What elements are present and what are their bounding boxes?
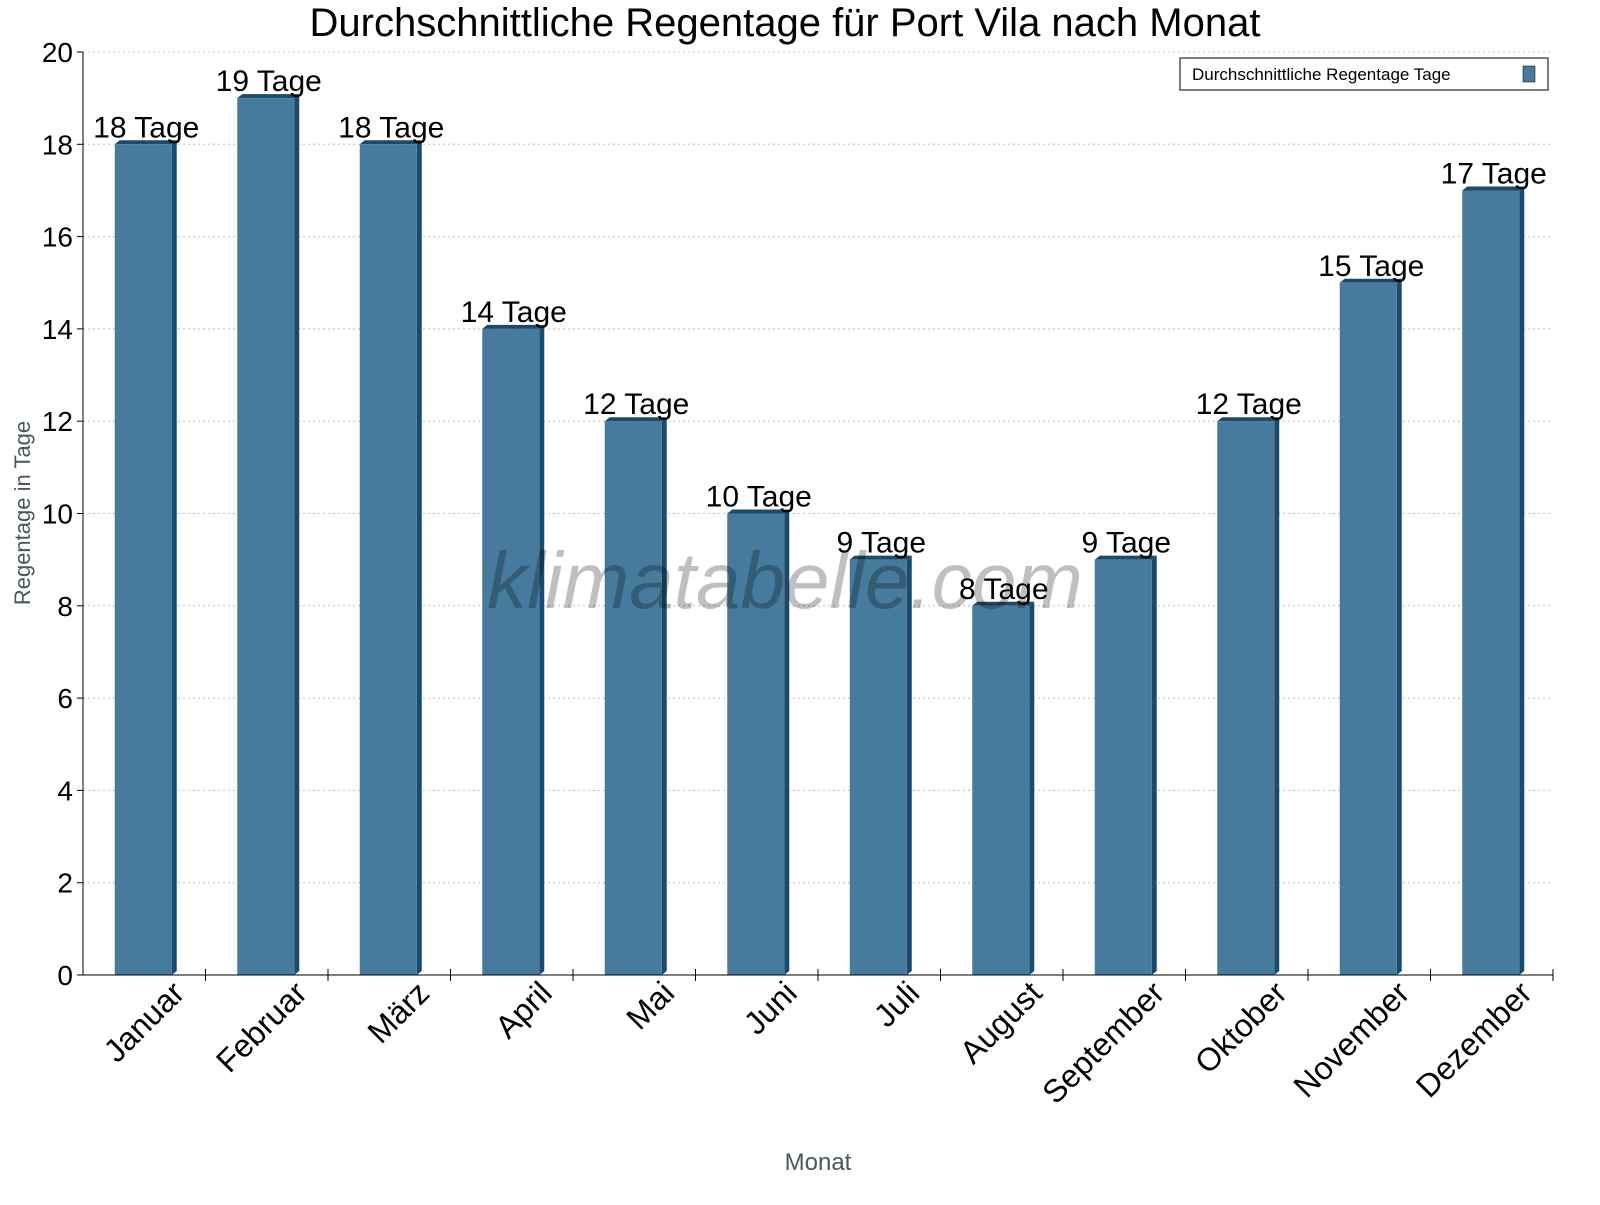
bar-top: [604, 417, 667, 422]
x-tick-label: August: [953, 974, 1049, 1070]
bar-side: [294, 94, 300, 975]
y-tick-label: 14: [42, 314, 73, 345]
bar: [359, 144, 417, 976]
bar-top: [482, 324, 545, 329]
legend-swatch: [1522, 65, 1536, 83]
bar-top: [972, 601, 1035, 606]
bar-top: [1462, 186, 1525, 191]
bar-top: [359, 140, 422, 145]
bar: [1339, 282, 1397, 975]
x-axis-label: Monat: [785, 1149, 852, 1176]
legend-box: [1179, 57, 1549, 91]
bar-side: [784, 509, 790, 975]
value-label: 8 Tage: [959, 573, 1049, 606]
y-tick-label: 20: [42, 37, 73, 68]
bar-top: [237, 94, 300, 99]
bar-side: [661, 417, 667, 975]
x-tick-label: Februar: [209, 974, 314, 1079]
value-label: 9 Tage: [1081, 527, 1171, 560]
bar-side: [906, 555, 912, 975]
value-label: 18 Tage: [338, 111, 444, 144]
y-tick-label: 2: [57, 868, 73, 899]
bar-top: [1094, 555, 1157, 560]
x-tick-label: Mai: [619, 974, 681, 1036]
bar: [604, 421, 662, 975]
bar: [727, 513, 785, 975]
value-label: 17 Tage: [1441, 157, 1547, 190]
y-tick-label: 0: [57, 960, 73, 991]
bar-side: [539, 324, 545, 975]
bars: [114, 94, 1525, 976]
value-label: 19 Tage: [216, 65, 322, 98]
legend: Durchschnittliche Regentage Tage: [1179, 57, 1549, 91]
legend-label: Durchschnittliche Regentage Tage: [1192, 65, 1451, 84]
bar: [972, 605, 1030, 975]
bar-top: [727, 509, 790, 514]
bar-side: [171, 140, 177, 976]
bar: [482, 328, 540, 975]
bar: [114, 144, 172, 976]
bar-top: [1339, 278, 1402, 283]
value-label: 12 Tage: [583, 388, 689, 421]
x-tick-label: Dezember: [1409, 974, 1539, 1104]
bar-top: [1217, 417, 1280, 422]
bar-side: [1519, 186, 1525, 975]
bar-side: [1151, 555, 1157, 975]
value-label: 9 Tage: [836, 527, 926, 560]
x-tick-label: April: [488, 974, 559, 1045]
y-tick-label: 4: [57, 775, 73, 806]
x-tick-label: Juli: [867, 974, 926, 1033]
bar-top: [114, 140, 177, 145]
bar-side: [1274, 417, 1280, 975]
value-label: 15 Tage: [1318, 250, 1424, 283]
value-label: 12 Tage: [1196, 388, 1302, 421]
x-tick-label: Januar: [97, 974, 192, 1069]
y-tick-label: 16: [42, 222, 73, 253]
y-axis-label: Regentage in Tage: [10, 421, 35, 605]
bar: [237, 98, 295, 975]
y-tick-label: 12: [42, 406, 73, 437]
value-label: 18 Tage: [93, 111, 199, 144]
x-tick-label: Juni: [737, 974, 804, 1041]
x-tick-label: März: [360, 974, 436, 1050]
y-tick-label: 6: [57, 683, 73, 714]
bar-side: [1396, 278, 1402, 975]
bar-side: [416, 140, 422, 976]
x-tick-label: September: [1035, 974, 1171, 1110]
chart-title: Durchschnittliche Regentage für Port Vil…: [310, 1, 1261, 45]
value-labels: 18 Tage 19 Tage 18 Tage 14 Tage 12 Tage 10 Ta…: [93, 65, 1547, 606]
y-tick-label: 10: [42, 499, 73, 530]
bar: [1094, 559, 1152, 975]
bar-side: [1029, 601, 1035, 975]
value-label: 14 Tage: [461, 296, 567, 329]
value-label: 10 Tage: [706, 481, 812, 514]
grid: [83, 51, 1553, 884]
x-tick-label: Oktober: [1188, 974, 1294, 1080]
bar: [849, 559, 907, 975]
y-tick-label: 8: [57, 591, 73, 622]
bar: [1217, 421, 1275, 975]
x-tick-label: November: [1286, 974, 1416, 1104]
y-tick-label: 18: [42, 129, 73, 160]
bar-top: [849, 555, 912, 560]
bar: [1462, 190, 1520, 975]
watermark: klimatabelle.com: [487, 536, 1083, 625]
